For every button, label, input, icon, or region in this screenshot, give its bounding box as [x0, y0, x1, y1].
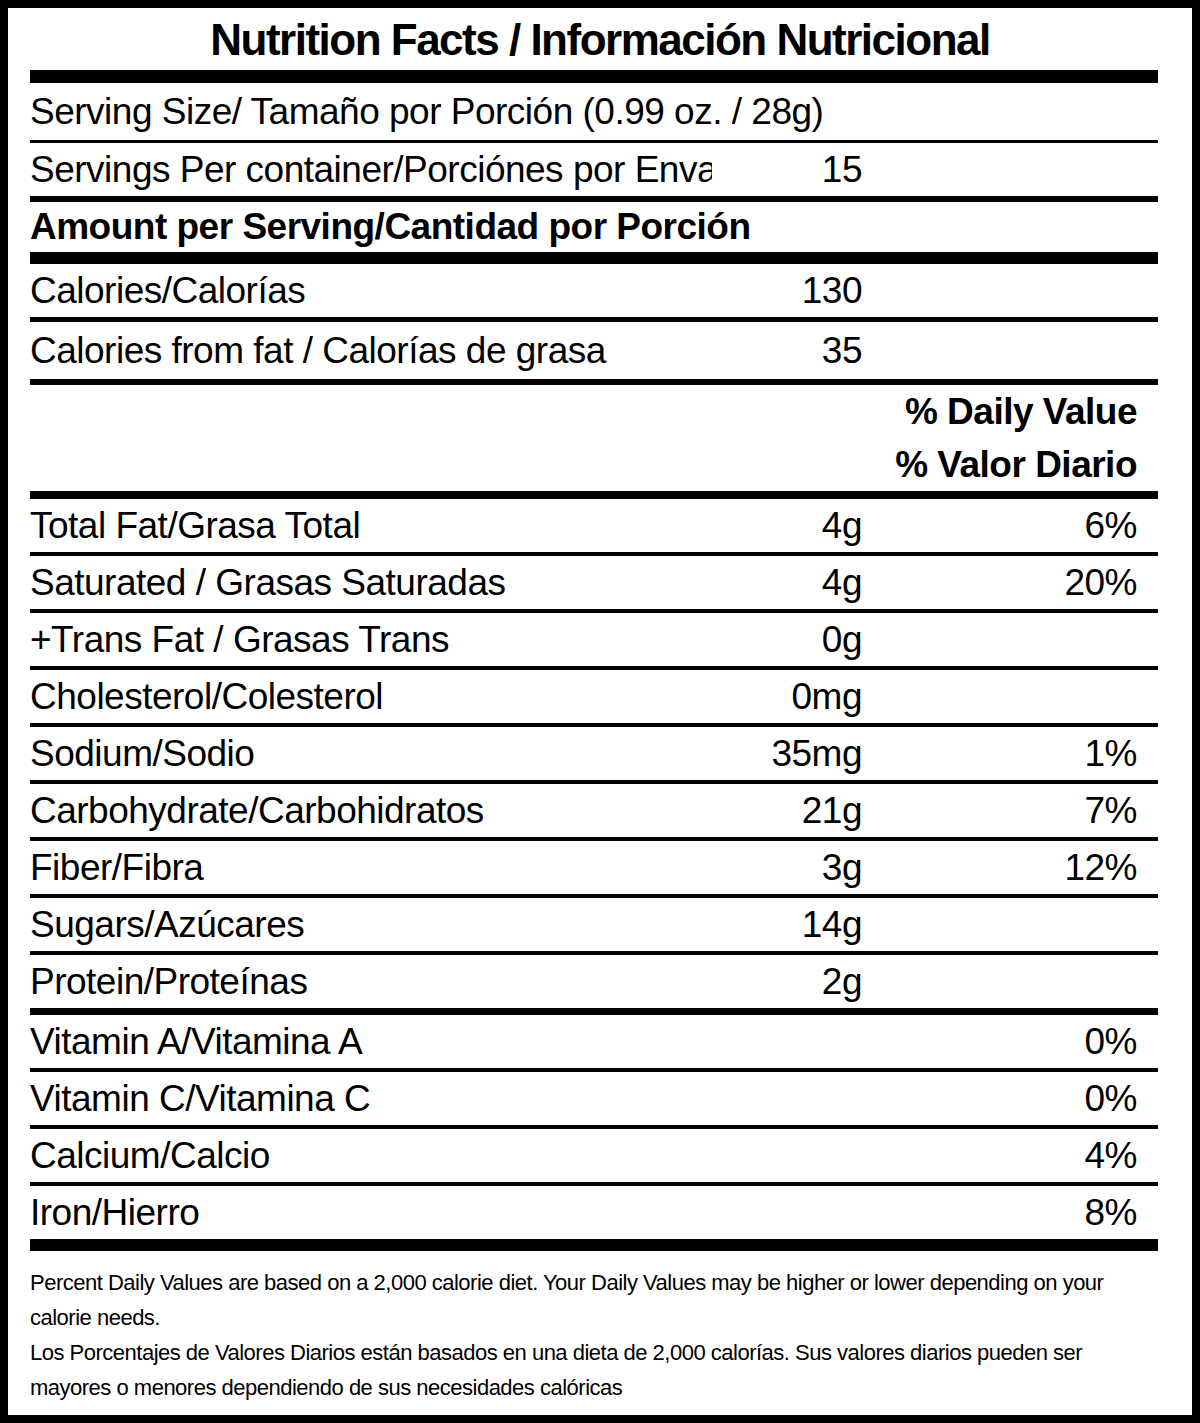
row-trans-fat: +Trans Fat / Grasas Trans 0g [30, 613, 1158, 670]
nutrient-dv: 0% [862, 1078, 1158, 1120]
row-cholesterol: Cholesterol/Colesterol 0mg [30, 670, 1158, 727]
calories-label: Calories/Calorías [30, 270, 712, 312]
daily-value-header-es: % Valor Diario [862, 444, 1158, 486]
servings-per-container-value: 15 [712, 149, 862, 191]
row-daily-value-header-en: % Daily Value [30, 385, 1158, 438]
nutrient-amount: 3g [712, 847, 862, 889]
nutrient-label: Calcium/Calcio [30, 1135, 712, 1177]
nutrient-dv: 12% [862, 847, 1158, 889]
row-carbohydrate: Carbohydrate/Carbohidratos 21g 7% [30, 784, 1158, 841]
nutrient-amount: 0g [712, 619, 862, 661]
nutrient-label: Sodium/Sodio [30, 733, 712, 775]
nutrition-label: Nutrition Facts / Información Nutriciona… [0, 0, 1200, 1423]
nutrient-dv: 8% [862, 1192, 1158, 1234]
nutrient-dv: 20% [862, 562, 1158, 604]
nutrient-label: Carbohydrate/Carbohidratos [30, 790, 712, 832]
row-calcium: Calcium/Calcio 4% [30, 1129, 1158, 1186]
footnote-en: Percent Daily Values are based on a 2,00… [30, 1265, 1158, 1335]
row-calories: Calories/Calorías 130 [30, 264, 1158, 322]
nutrient-label: Vitamin C/Vitamina C [30, 1078, 712, 1120]
row-total-fat: Total Fat/Grasa Total 4g 6% [30, 499, 1158, 556]
nutrient-dv: 4% [862, 1135, 1158, 1177]
nutrient-label: Cholesterol/Colesterol [30, 676, 712, 718]
footnote-es: Los Porcentajes de Valores Diarios están… [30, 1335, 1158, 1405]
row-calories-from-fat: Calories from fat / Calorías de grasa 35 [30, 322, 1158, 385]
daily-value-header-en: % Daily Value [862, 391, 1158, 433]
nutrient-amount: 0mg [712, 676, 862, 718]
nutrient-label: Vitamin A/Vitamina A [30, 1021, 712, 1063]
calories-value: 130 [712, 270, 862, 312]
amount-per-serving-rule [30, 252, 1158, 264]
serving-size-label: Serving Size/ Tamaño por Porción (0.99 o… [30, 91, 1158, 133]
nutrient-dv: 7% [862, 790, 1158, 832]
nutrient-label: +Trans Fat / Grasas Trans [30, 619, 712, 661]
nutrient-amount: 14g [712, 904, 862, 946]
row-protein: Protein/Proteínas 2g [30, 955, 1158, 1015]
row-vitamin-a: Vitamin A/Vitamina A 0% [30, 1015, 1158, 1072]
row-serving-size: Serving Size/ Tamaño por Porción (0.99 o… [30, 83, 1158, 143]
label-title: Nutrition Facts / Información Nutriciona… [8, 8, 1192, 70]
nutrient-amount: 2g [712, 961, 862, 1003]
nutrient-label: Protein/Proteínas [30, 961, 712, 1003]
nutrient-label: Fiber/Fibra [30, 847, 712, 889]
row-sugars: Sugars/Azúcares 14g [30, 898, 1158, 955]
title-rule [30, 70, 1158, 83]
nutrient-dv: 0% [862, 1021, 1158, 1063]
amount-per-serving-label: Amount per Serving/Cantidad por Porción [30, 206, 1158, 248]
calories-from-fat-value: 35 [712, 330, 862, 372]
nutrient-label: Total Fat/Grasa Total [30, 505, 712, 547]
footnotes: Percent Daily Values are based on a 2,00… [30, 1251, 1158, 1405]
nutrient-amount: 4g [712, 505, 862, 547]
nutrient-amount: 35mg [712, 733, 862, 775]
nutrient-label: Saturated / Grasas Saturadas [30, 562, 712, 604]
nutrient-label: Sugars/Azúcares [30, 904, 712, 946]
row-amount-per-serving: Amount per Serving/Cantidad por Porción [30, 202, 1158, 252]
row-daily-value-header-es: % Valor Diario [30, 438, 1158, 499]
row-iron: Iron/Hierro 8% [30, 1186, 1158, 1239]
row-saturated-fat: Saturated / Grasas Saturadas 4g 20% [30, 556, 1158, 613]
nutrient-dv: 6% [862, 505, 1158, 547]
nutrient-amount: 21g [712, 790, 862, 832]
nutrient-dv: 1% [862, 733, 1158, 775]
nutrient-amount: 4g [712, 562, 862, 604]
row-servings-per-container: Servings Per container/Porciónes por Env… [30, 143, 1158, 202]
footnote-rule [30, 1239, 1158, 1251]
row-vitamin-c: Vitamin C/Vitamina C 0% [30, 1072, 1158, 1129]
nutrient-label: Iron/Hierro [30, 1192, 712, 1234]
row-fiber: Fiber/Fibra 3g 12% [30, 841, 1158, 898]
calories-from-fat-label: Calories from fat / Calorías de grasa [30, 330, 712, 372]
servings-per-container-label: Servings Per container/Porciónes por Env… [30, 149, 712, 191]
row-sodium: Sodium/Sodio 35mg 1% [30, 727, 1158, 784]
